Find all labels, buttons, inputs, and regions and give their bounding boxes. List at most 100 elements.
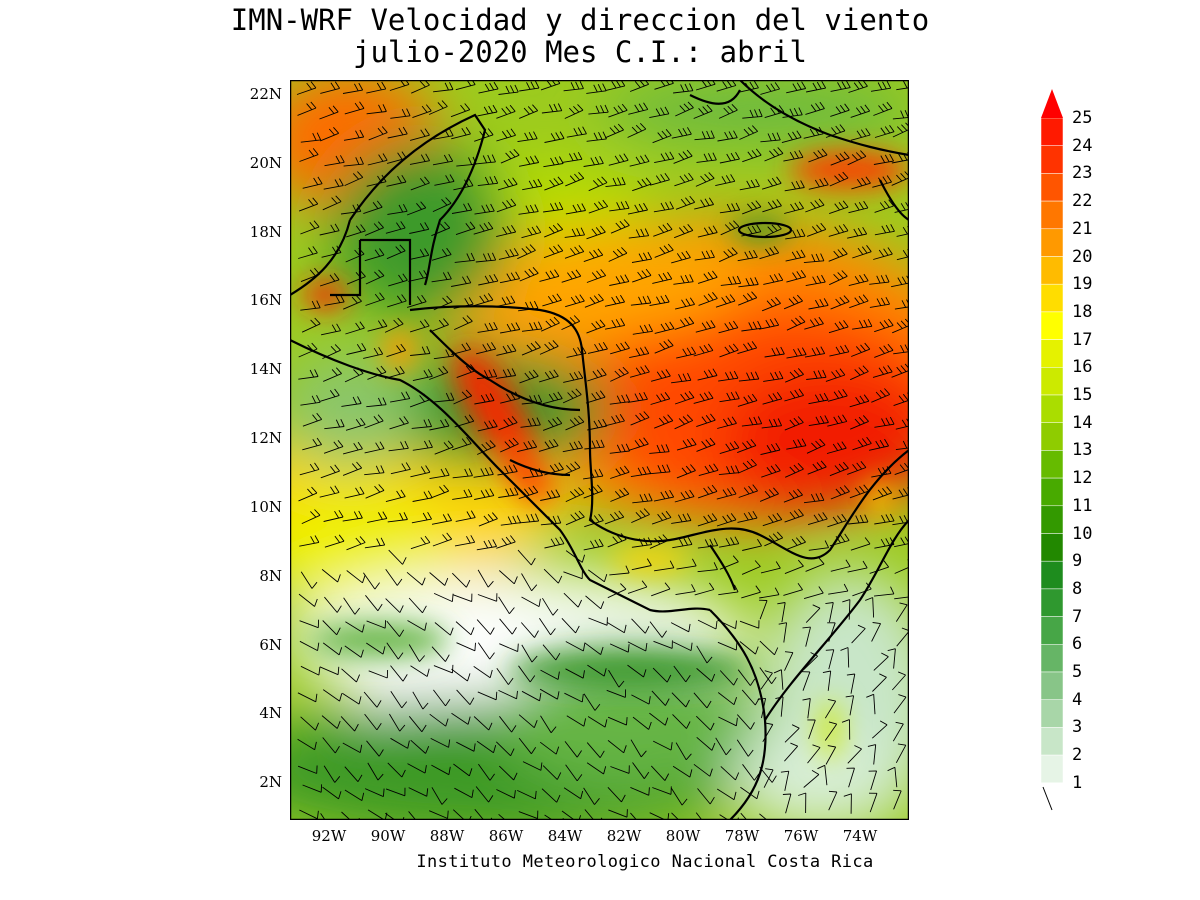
wind-barb [741, 416, 763, 427]
wind-barb [564, 104, 584, 119]
wind-barb [517, 244, 536, 260]
wind-barb [586, 131, 607, 142]
wind-barb [588, 617, 608, 626]
wind-barb [763, 222, 782, 238]
wind-barb [891, 171, 909, 186]
wind-barb [300, 300, 321, 311]
wind-barb [496, 789, 516, 799]
wind-barb [300, 571, 318, 589]
wind-barb [630, 739, 647, 758]
wind-barb [609, 565, 630, 576]
colorbar-label: 6 [1072, 634, 1083, 655]
wind-barb [629, 437, 649, 451]
wind-barb [390, 391, 411, 403]
wind-barb [367, 319, 388, 332]
lon-label: 92W [311, 827, 347, 845]
wind-barb [736, 739, 754, 757]
wind-barb [808, 415, 829, 427]
wind-barb [368, 126, 388, 141]
wind-barb [694, 582, 715, 596]
wind-barb [498, 813, 517, 820]
wind-barb [720, 275, 742, 286]
wind-barb [410, 346, 431, 356]
wind-barb [719, 555, 739, 570]
wind-barb [365, 595, 383, 612]
wind-barb [587, 341, 608, 354]
wind-barb [609, 643, 630, 653]
wind-barb [496, 198, 517, 213]
wind-barb [476, 619, 495, 635]
wind-barb [892, 110, 909, 120]
wind-barb [499, 716, 517, 733]
wind-barb [715, 174, 736, 187]
wind-barb [801, 671, 811, 691]
colorbar-label: 8 [1072, 578, 1083, 599]
wind-barb [562, 151, 583, 163]
wind-barb [520, 417, 541, 428]
wind-barb [453, 763, 473, 777]
wind-barb [872, 486, 893, 501]
wind-barb [365, 269, 385, 285]
wind-barb [761, 464, 781, 478]
wind-barb [408, 644, 426, 662]
wind-barb [604, 294, 625, 307]
wind-barb [477, 691, 498, 701]
wind-barb [777, 602, 786, 623]
wind-barb [654, 339, 674, 354]
lon-label: 90W [370, 827, 406, 845]
wind-barb [762, 512, 783, 527]
wind-barb [321, 715, 341, 729]
wind-barb [850, 415, 869, 430]
wind-barb [736, 714, 755, 730]
wind-barb [454, 535, 476, 547]
wind-barb [846, 767, 855, 788]
wind-barb [695, 320, 716, 333]
wind-barb [452, 489, 473, 500]
wind-barb [671, 692, 690, 708]
wind-barb [389, 713, 406, 732]
wind-barb [541, 788, 561, 803]
wind-barb [496, 224, 517, 238]
wind-barb [808, 177, 829, 190]
wind-barb [720, 766, 740, 781]
wind-barb [739, 125, 759, 140]
wind-barb [409, 319, 430, 333]
wind-barb [541, 103, 563, 114]
wind-barb [872, 673, 887, 692]
wind-barb [477, 642, 495, 660]
wind-barb [342, 742, 363, 753]
wind-barb [454, 315, 473, 331]
wind-barb [783, 582, 803, 596]
wind-barb [737, 510, 758, 523]
wind-barb [366, 642, 386, 655]
wind-barb [697, 270, 718, 284]
wind-barb [825, 602, 834, 623]
wind-barb [323, 367, 342, 382]
wind-barb [718, 370, 739, 382]
wind-barb [385, 598, 404, 613]
wind-barb [759, 587, 780, 599]
colorbar-label: 16 [1072, 357, 1093, 378]
wind-barb [521, 321, 543, 332]
wind-barb [517, 439, 538, 453]
wind-barb [364, 248, 385, 262]
wind-barb [406, 201, 427, 216]
wind-barb [455, 621, 475, 636]
colorbar-label: 21 [1072, 218, 1093, 239]
colorbar-box [1040, 200, 1064, 230]
wind-barb [869, 560, 890, 574]
wind-barb [385, 787, 406, 797]
wind-barb [782, 793, 792, 814]
wind-barb [386, 642, 404, 660]
wind-barb [542, 644, 561, 661]
wind-barb [741, 585, 761, 599]
wind-barb [495, 741, 515, 757]
wind-barb [322, 689, 343, 702]
wind-barb [674, 224, 694, 239]
colorbar-box [1040, 505, 1064, 534]
wind-barb [610, 219, 630, 234]
wind-barb [892, 514, 909, 526]
lat-label: 6N [259, 636, 282, 654]
wind-barb [610, 487, 630, 502]
wind-barb [784, 180, 805, 192]
